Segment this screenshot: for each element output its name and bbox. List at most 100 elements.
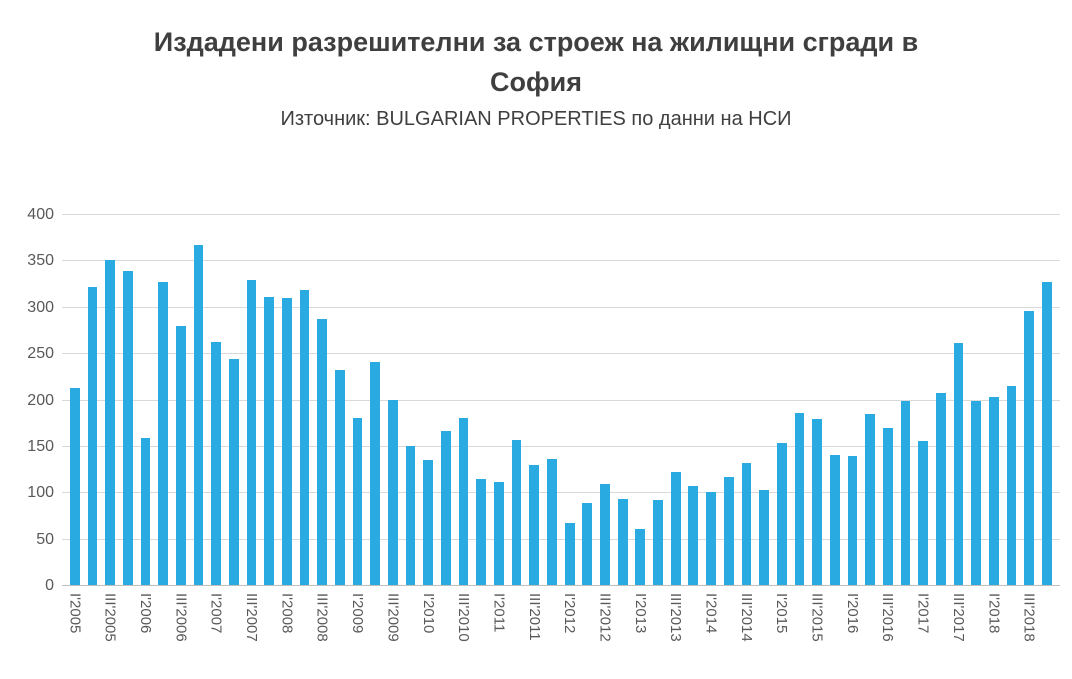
bar [299, 290, 310, 586]
bar [1024, 311, 1034, 586]
bar [670, 471, 681, 586]
x-label-slot: I'2008 [278, 586, 296, 672]
bar-slot [207, 215, 225, 586]
bar-slot [490, 215, 508, 586]
x-tick-label: I'2005 [66, 593, 84, 634]
bar [87, 287, 98, 586]
x-tick-label: III'2012 [596, 593, 614, 642]
y-tick-label: 200 [27, 391, 54, 409]
x-label-slot: I'2017 [914, 586, 932, 672]
bar-slot [278, 215, 296, 586]
x-label-slot [791, 586, 809, 672]
bar [105, 259, 116, 586]
bar-slot [472, 215, 490, 586]
x-label-slot: III'2013 [667, 586, 685, 672]
x-label-slot: III'2016 [879, 586, 897, 672]
bars [62, 215, 1060, 586]
bar-slot [154, 215, 172, 586]
x-axis-line [62, 585, 1060, 586]
bar-slot [172, 215, 190, 586]
bar [529, 465, 540, 586]
x-label-slot [614, 586, 632, 672]
bar-slot [596, 215, 614, 586]
x-tick-label: III'2017 [949, 593, 967, 642]
x-tick-label: III'2005 [101, 593, 119, 642]
bar-slot [685, 215, 703, 586]
bar [140, 437, 151, 586]
gridline [62, 538, 1060, 540]
bar-slot [508, 215, 526, 586]
bar [653, 499, 663, 586]
x-tick-label: III'2009 [384, 593, 402, 642]
bar-slot [632, 215, 650, 586]
bar [441, 431, 451, 586]
x-tick-label: I'2007 [207, 593, 225, 634]
bar-slot [402, 215, 420, 586]
x-label-slot [967, 586, 985, 672]
x-label-slot: III'2012 [596, 586, 614, 672]
bar-slot [349, 215, 367, 586]
x-tick-label: I'2016 [843, 593, 861, 634]
bar-slot [932, 215, 950, 586]
bar-slot [667, 215, 685, 586]
bar-slot [190, 215, 208, 586]
bar-slot [543, 215, 561, 586]
x-label-slot [685, 586, 703, 672]
bar [582, 503, 593, 586]
bar-slot [137, 215, 155, 586]
x-label-slot [755, 586, 773, 672]
bar [423, 459, 434, 586]
bar [211, 342, 222, 586]
page-title: Издадени разрешителни за строеж на жилищ… [153, 27, 919, 97]
bar-slot [985, 215, 1003, 586]
bar [1041, 281, 1052, 586]
x-label-slot [260, 586, 278, 672]
x-label-slot [826, 586, 844, 672]
x-tick-label: I'2014 [702, 593, 720, 634]
x-label-slot [154, 586, 172, 672]
bar-slot [1038, 215, 1056, 586]
y-tick-label: 300 [27, 298, 54, 316]
bar [723, 477, 734, 586]
bar-slot [331, 215, 349, 586]
x-label-slot [649, 586, 667, 672]
bar [988, 396, 999, 586]
bar [564, 522, 575, 586]
bar-slot [720, 215, 738, 586]
bar [882, 428, 893, 586]
bar-slot [260, 215, 278, 586]
bar [122, 270, 133, 586]
x-label-slot: III'2005 [101, 586, 119, 672]
x-tick-label: I'2008 [278, 593, 296, 634]
gridline [62, 353, 1060, 355]
bar [547, 458, 557, 586]
bar [617, 498, 628, 586]
bar [193, 244, 204, 586]
bar [635, 528, 646, 586]
bar-slot [578, 215, 596, 586]
x-label-slot [1003, 586, 1021, 672]
bar-slot [119, 215, 137, 586]
gridline [62, 214, 1060, 215]
bar [794, 412, 805, 586]
bar-slot [225, 215, 243, 586]
bar-slot [561, 215, 579, 586]
bar [158, 281, 169, 586]
x-label-slot: III'2009 [384, 586, 402, 672]
x-label-slot: III'2010 [455, 586, 473, 672]
x-tick-label: III'2011 [525, 593, 543, 641]
x-label-slot [1038, 586, 1056, 672]
x-tick-label: III'2016 [879, 593, 897, 642]
bar [405, 445, 416, 586]
x-label-slot [437, 586, 455, 672]
x-label-slot: I'2015 [773, 586, 791, 672]
gridline [62, 260, 1060, 262]
x-label-slot: I'2018 [985, 586, 1003, 672]
bar-slot [66, 215, 84, 586]
x-tick-label: III'2006 [172, 593, 190, 642]
x-label-slot [296, 586, 314, 672]
x-tick-label: I'2018 [985, 593, 1003, 634]
x-label-slot [366, 586, 384, 672]
x-tick-label: III'2010 [455, 593, 473, 642]
bar [246, 279, 257, 586]
